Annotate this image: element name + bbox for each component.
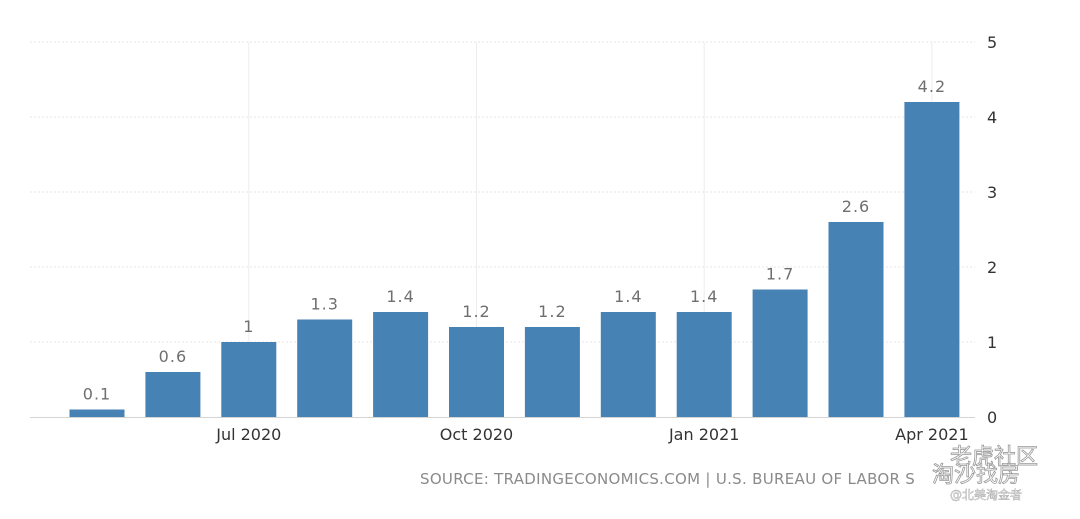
data-label-0: 0.1	[83, 385, 111, 404]
bar-10	[828, 222, 884, 417]
y-tick-3: 3	[987, 183, 997, 202]
bar-0	[69, 409, 125, 417]
watermark-line2: 淘沙找房	[932, 463, 1020, 488]
x-tick-8: Jan 2021	[668, 425, 739, 444]
bar-5	[449, 327, 504, 417]
bar-11	[904, 102, 960, 417]
bars	[69, 102, 960, 417]
bar-2	[221, 342, 277, 417]
bar-4	[373, 312, 429, 417]
x-tick-2: Jul 2020	[215, 425, 281, 444]
data-label-2: 1	[243, 317, 254, 336]
data-label-9: 1.7	[766, 265, 794, 284]
y-axis: 0 1 2 3 4 5	[987, 33, 997, 427]
source-note: SOURCE: TRADINGECONOMICS.COM | U.S. BURE…	[420, 470, 915, 488]
y-tick-2: 2	[987, 258, 997, 277]
x-tick-5: Oct 2020	[440, 425, 513, 444]
data-label-6: 1.2	[538, 302, 566, 321]
data-label-1: 0.6	[159, 347, 187, 366]
x-tick-11: Apr 2021	[895, 425, 968, 444]
data-label-3: 1.3	[310, 295, 338, 314]
y-tick-1: 1	[987, 333, 997, 352]
data-label-7: 1.4	[614, 287, 642, 306]
bar-3	[297, 319, 353, 417]
watermark: 老虎社区 淘沙找房 @北美淘金者	[932, 445, 1039, 503]
y-tick-4: 4	[987, 108, 997, 127]
watermark-line1: 老虎社区	[950, 445, 1038, 470]
data-label-4: 1.4	[386, 287, 414, 306]
data-label-10: 2.6	[842, 197, 870, 216]
y-tick-0: 0	[987, 408, 997, 427]
data-label-8: 1.4	[690, 287, 718, 306]
bar-1	[145, 372, 201, 417]
bar-9	[752, 289, 808, 417]
data-labels: 0.1 0.6 1 1.3 1.4 1.2 1.2 1.4 1.4 1.7 2.6 4.2	[83, 77, 946, 404]
x-axis: Jul 2020 Oct 2020 Jan 2021 Apr 2021	[215, 425, 968, 444]
data-label-5: 1.2	[462, 302, 490, 321]
y-tick-5: 5	[987, 33, 997, 52]
watermark-handle: @北美淘金者	[950, 487, 1022, 502]
bar-7	[600, 312, 656, 417]
data-label-11: 4.2	[918, 77, 946, 96]
bar-6	[524, 327, 580, 417]
bar-8	[676, 312, 732, 417]
